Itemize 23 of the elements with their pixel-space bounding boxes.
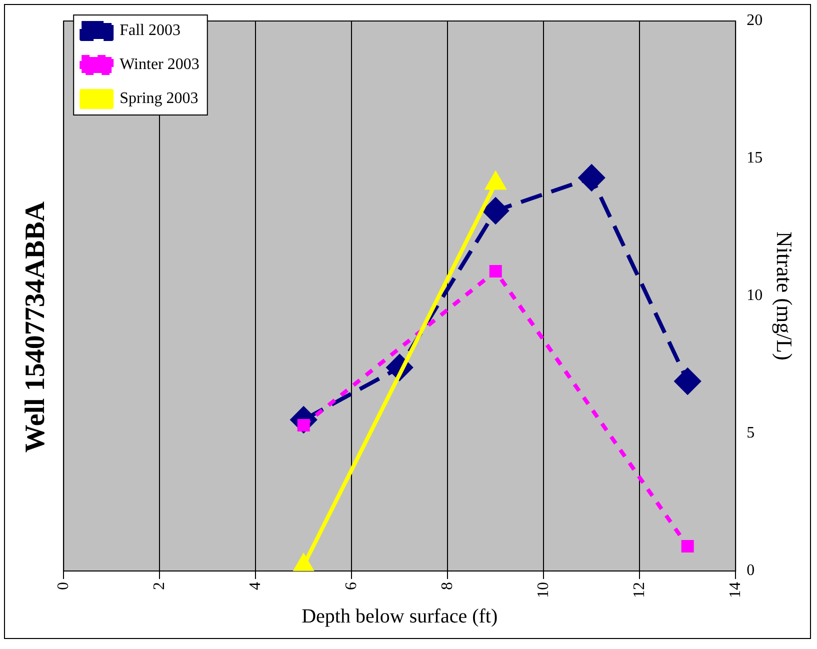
x-tick-label: 14 bbox=[726, 582, 744, 598]
y-tick-label: 10 bbox=[746, 287, 763, 304]
point bbox=[674, 368, 701, 394]
legend-label: Fall 2003 bbox=[120, 22, 180, 40]
y-tick-label: 20 bbox=[746, 12, 763, 30]
point bbox=[578, 164, 605, 191]
x-axis-title: Depth below surface (ft) bbox=[302, 605, 498, 628]
y-tick-label: 15 bbox=[746, 150, 763, 167]
x-tick-label: 4 bbox=[246, 582, 264, 590]
y-tick-label: 5 bbox=[746, 424, 755, 442]
x-tick-label: 0 bbox=[54, 582, 72, 590]
x-tick-label: 2 bbox=[150, 582, 168, 590]
x-tick-label: 12 bbox=[630, 582, 648, 598]
point bbox=[681, 540, 694, 552]
legend-label: Winter 2003 bbox=[120, 56, 200, 74]
x-tick-label: 6 bbox=[342, 582, 360, 590]
y-axis-title: Nitrate (mg/L) bbox=[772, 232, 798, 360]
x-tick-label: 10 bbox=[534, 582, 552, 598]
legend-label: Spring 2003 bbox=[120, 90, 198, 108]
x-tick-label: 8 bbox=[438, 582, 456, 590]
text: Well 15407734ABBA bbox=[20, 200, 52, 453]
point bbox=[482, 198, 509, 224]
point bbox=[489, 265, 502, 278]
